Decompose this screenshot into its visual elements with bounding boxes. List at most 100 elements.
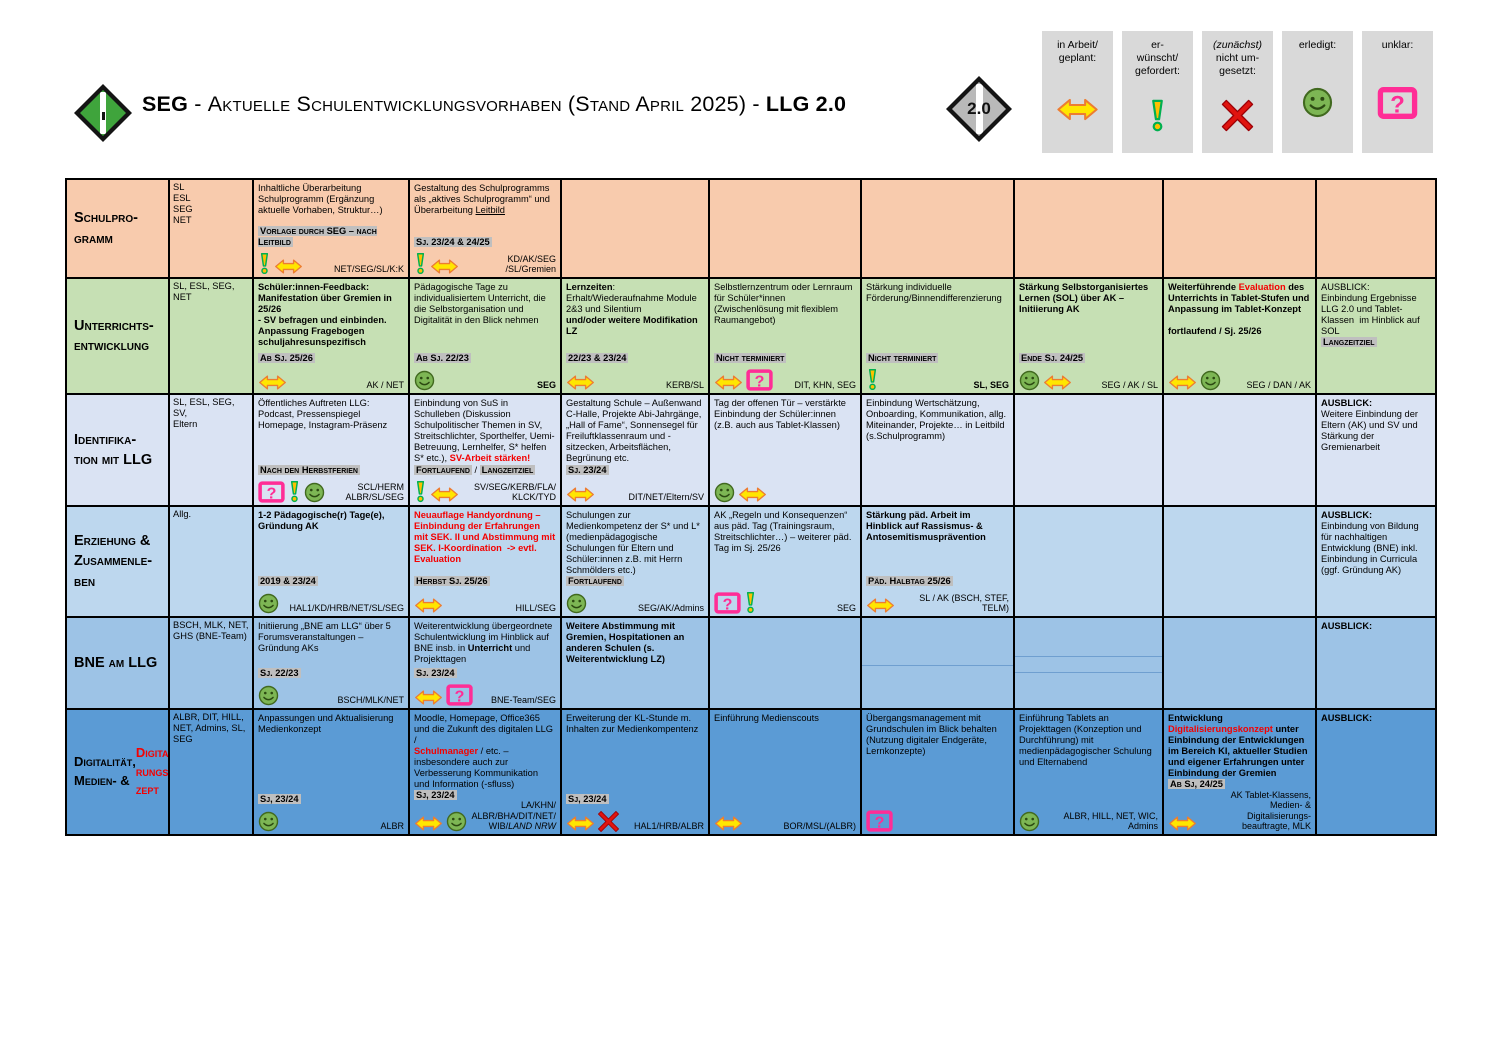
cell-text: Einführung Medienscouts xyxy=(714,713,819,723)
cell-text: Einführung Tablets an Projekttagen (Konz… xyxy=(1019,713,1155,767)
project-cell xyxy=(1015,395,1162,505)
project-cell: Einführung Tablets an Projekttagen (Konz… xyxy=(1015,710,1162,834)
status-icons xyxy=(566,593,587,614)
arrow-icon xyxy=(414,815,443,832)
status-icons xyxy=(1168,370,1221,391)
project-cell xyxy=(1015,507,1162,616)
cell-text: Weitere Abstimmung mit Gremien, Hospitat… xyxy=(566,621,687,664)
cell-text: Erweiterung der KL-Stunde m. Inhalten zu… xyxy=(566,713,699,734)
cell-text: Selbstlernzentrum oder Lernraum für Schü… xyxy=(714,282,856,325)
row-label-unterrichtsentwicklung: Unterrichts- entwicklung xyxy=(67,279,168,393)
participants-cell: ALBR, DIT, HILL, NET, Admins, SL, SEG xyxy=(170,710,252,834)
cell-text: Tag der offenen Tür – verstärkte Einbind… xyxy=(714,398,849,430)
legend-label: er- wünscht/ gefordert: xyxy=(1135,39,1180,78)
status-icons xyxy=(414,370,435,391)
cell-text: Stärkung Selbstorganisiertes Lernen (SOL… xyxy=(1019,282,1151,314)
smiley-icon xyxy=(566,593,587,614)
arrow-icon xyxy=(714,815,743,832)
arrow-icon xyxy=(414,597,443,614)
question-icon: ? xyxy=(1377,86,1418,119)
arrow-icon xyxy=(414,689,443,706)
project-cell: Lernzeiten: Erhalt/Wiederaufnahme Module… xyxy=(562,279,708,393)
project-cell xyxy=(710,180,860,277)
question-icon: ? xyxy=(714,592,741,614)
svg-text:?: ? xyxy=(1390,91,1405,118)
ausblick-cell: AUSBLICK: Weitere Einbindung der Eltern … xyxy=(1317,395,1435,505)
exclamation-icon xyxy=(414,480,427,503)
project-cell: Initiierung „BNE am LLG“ über 5 Forumsve… xyxy=(254,618,408,708)
project-cell xyxy=(1015,618,1162,708)
svg-text:?: ? xyxy=(723,595,733,613)
status-icons xyxy=(258,811,279,832)
cross-icon xyxy=(598,811,619,832)
row-label-identifikation-mit-llg: Identifika- tion mit LLG xyxy=(67,395,168,505)
project-cell: Neuauflage Handyordnung – Einbindung der… xyxy=(410,507,560,616)
cell-text: Weiterführende Evaluation des Unterricht… xyxy=(1168,282,1310,336)
responsible-names: DIT, KHN, SEG xyxy=(794,380,856,391)
status-icons xyxy=(414,252,459,275)
cell-text: Gestaltung des Schulprogramms als „aktiv… xyxy=(414,183,553,215)
cell-text: Schüler:innen-Feedback: Manifestation üb… xyxy=(258,282,392,347)
status-icons: ? xyxy=(714,369,773,391)
smiley-icon xyxy=(258,811,279,832)
cell-text: Stärkung päd. Arbeit im Hinblick auf Ras… xyxy=(866,510,986,542)
date-badge: Sj. 22/23 xyxy=(258,668,301,679)
row-label-digitalitaet-medien-digitalisierungskonzept: Digitalität, Medien- & Digitalisie- rung… xyxy=(67,710,168,834)
date-badge: Ab Sj. 22/23 xyxy=(414,353,471,364)
responsible-names: ALBR, HILL, NET, WIC, Admins xyxy=(1063,810,1161,832)
date-badge: Vorlage durch SEG – nach Leitbild xyxy=(258,226,377,248)
date-badge: Sj, 23/24 xyxy=(414,789,457,800)
responsible-names: DIT/NET/Eltern/SV xyxy=(628,492,704,503)
date-badge: Ab Sj. 25/26 xyxy=(258,353,315,364)
date-badge: Nach den Herbstferien xyxy=(258,465,360,476)
smiley-icon xyxy=(1019,811,1040,832)
arrow-icon xyxy=(1056,96,1100,122)
status-icons xyxy=(258,374,287,391)
cross-icon xyxy=(1221,99,1254,132)
status-icons xyxy=(414,811,467,832)
cell-text: 1-2 Pädagogische(r) Tage(e), Gründung AK xyxy=(258,510,387,531)
arrow-icon xyxy=(274,258,303,275)
svg-text:?: ? xyxy=(755,372,765,390)
arrow-icon xyxy=(566,486,595,503)
svg-text:?: ? xyxy=(267,484,277,502)
cell-text: Weiterentwicklung übergeordnete Schulent… xyxy=(414,621,555,664)
arrow-icon xyxy=(566,815,595,832)
status-icons xyxy=(566,374,595,391)
project-cell: Schüler:innen-Feedback: Manifestation üb… xyxy=(254,279,408,393)
responsible-names: ALBR xyxy=(380,821,404,832)
status-icons xyxy=(1168,815,1197,832)
llg-2-0-logo-text: 2.0 xyxy=(967,99,991,118)
cell-text: AK „Regeln und Konsequenzen“ aus päd. Ta… xyxy=(714,510,854,553)
cell-text: Öffentliches Auftreten LLG: Podcast, Pre… xyxy=(258,398,388,430)
project-cell: Einbindung von SuS in Schulleben (Diskus… xyxy=(410,395,560,505)
project-cell: Selbstlernzentrum oder Lernraum für Schü… xyxy=(710,279,860,393)
question-icon: ? xyxy=(746,369,773,391)
arrow-icon xyxy=(738,486,767,503)
project-cell: Einführung Medienscouts BOR/MSL/(ALBR) xyxy=(710,710,860,834)
date-badge: Sj, 23/24 xyxy=(258,794,301,805)
responsible-names: SL, SEG xyxy=(973,380,1009,391)
cell-text: Einbindung Wertschätzung, Onboarding, Ko… xyxy=(866,398,1009,441)
arrow-icon xyxy=(714,374,743,391)
ausblick-cell: AUSBLICK: xyxy=(1317,710,1435,834)
smiley-icon xyxy=(1019,370,1040,391)
project-cell xyxy=(862,618,1013,708)
cell-text: Stärkung individuelle Förderung/Binnendi… xyxy=(866,282,1002,303)
date-badge: Sj. 23/24 xyxy=(566,465,609,476)
status-icons xyxy=(866,368,879,391)
smiley-icon xyxy=(1200,370,1221,391)
project-cell: Tag der offenen Tür – verstärkte Einbind… xyxy=(710,395,860,505)
responsible-names: LA/KHN/ ALBR/BHA/DIT/NET/ WIB/LAND NRW xyxy=(471,800,556,832)
status-icons xyxy=(414,480,459,503)
status-icons xyxy=(1019,811,1040,832)
status-icons: ? xyxy=(866,810,893,832)
project-cell xyxy=(562,180,708,277)
smiley-icon xyxy=(258,685,279,706)
arrow-icon xyxy=(1043,374,1072,391)
development-plan-table: Schulpro- gramm SL ESL SEG NET Inhaltliche… xyxy=(65,178,1437,836)
project-cell: Einbindung Wertschätzung, Onboarding, Ko… xyxy=(862,395,1013,505)
arrow-icon xyxy=(866,597,895,614)
cell-text: Einbindung von SuS in Schulleben (Diskus… xyxy=(414,398,555,463)
